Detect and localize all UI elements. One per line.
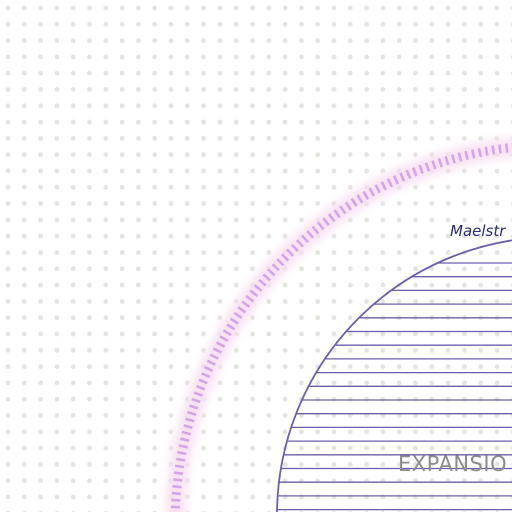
expansion-label: EXPANSIO	[398, 452, 507, 476]
maelstrom-label: Maelstr	[450, 222, 506, 240]
